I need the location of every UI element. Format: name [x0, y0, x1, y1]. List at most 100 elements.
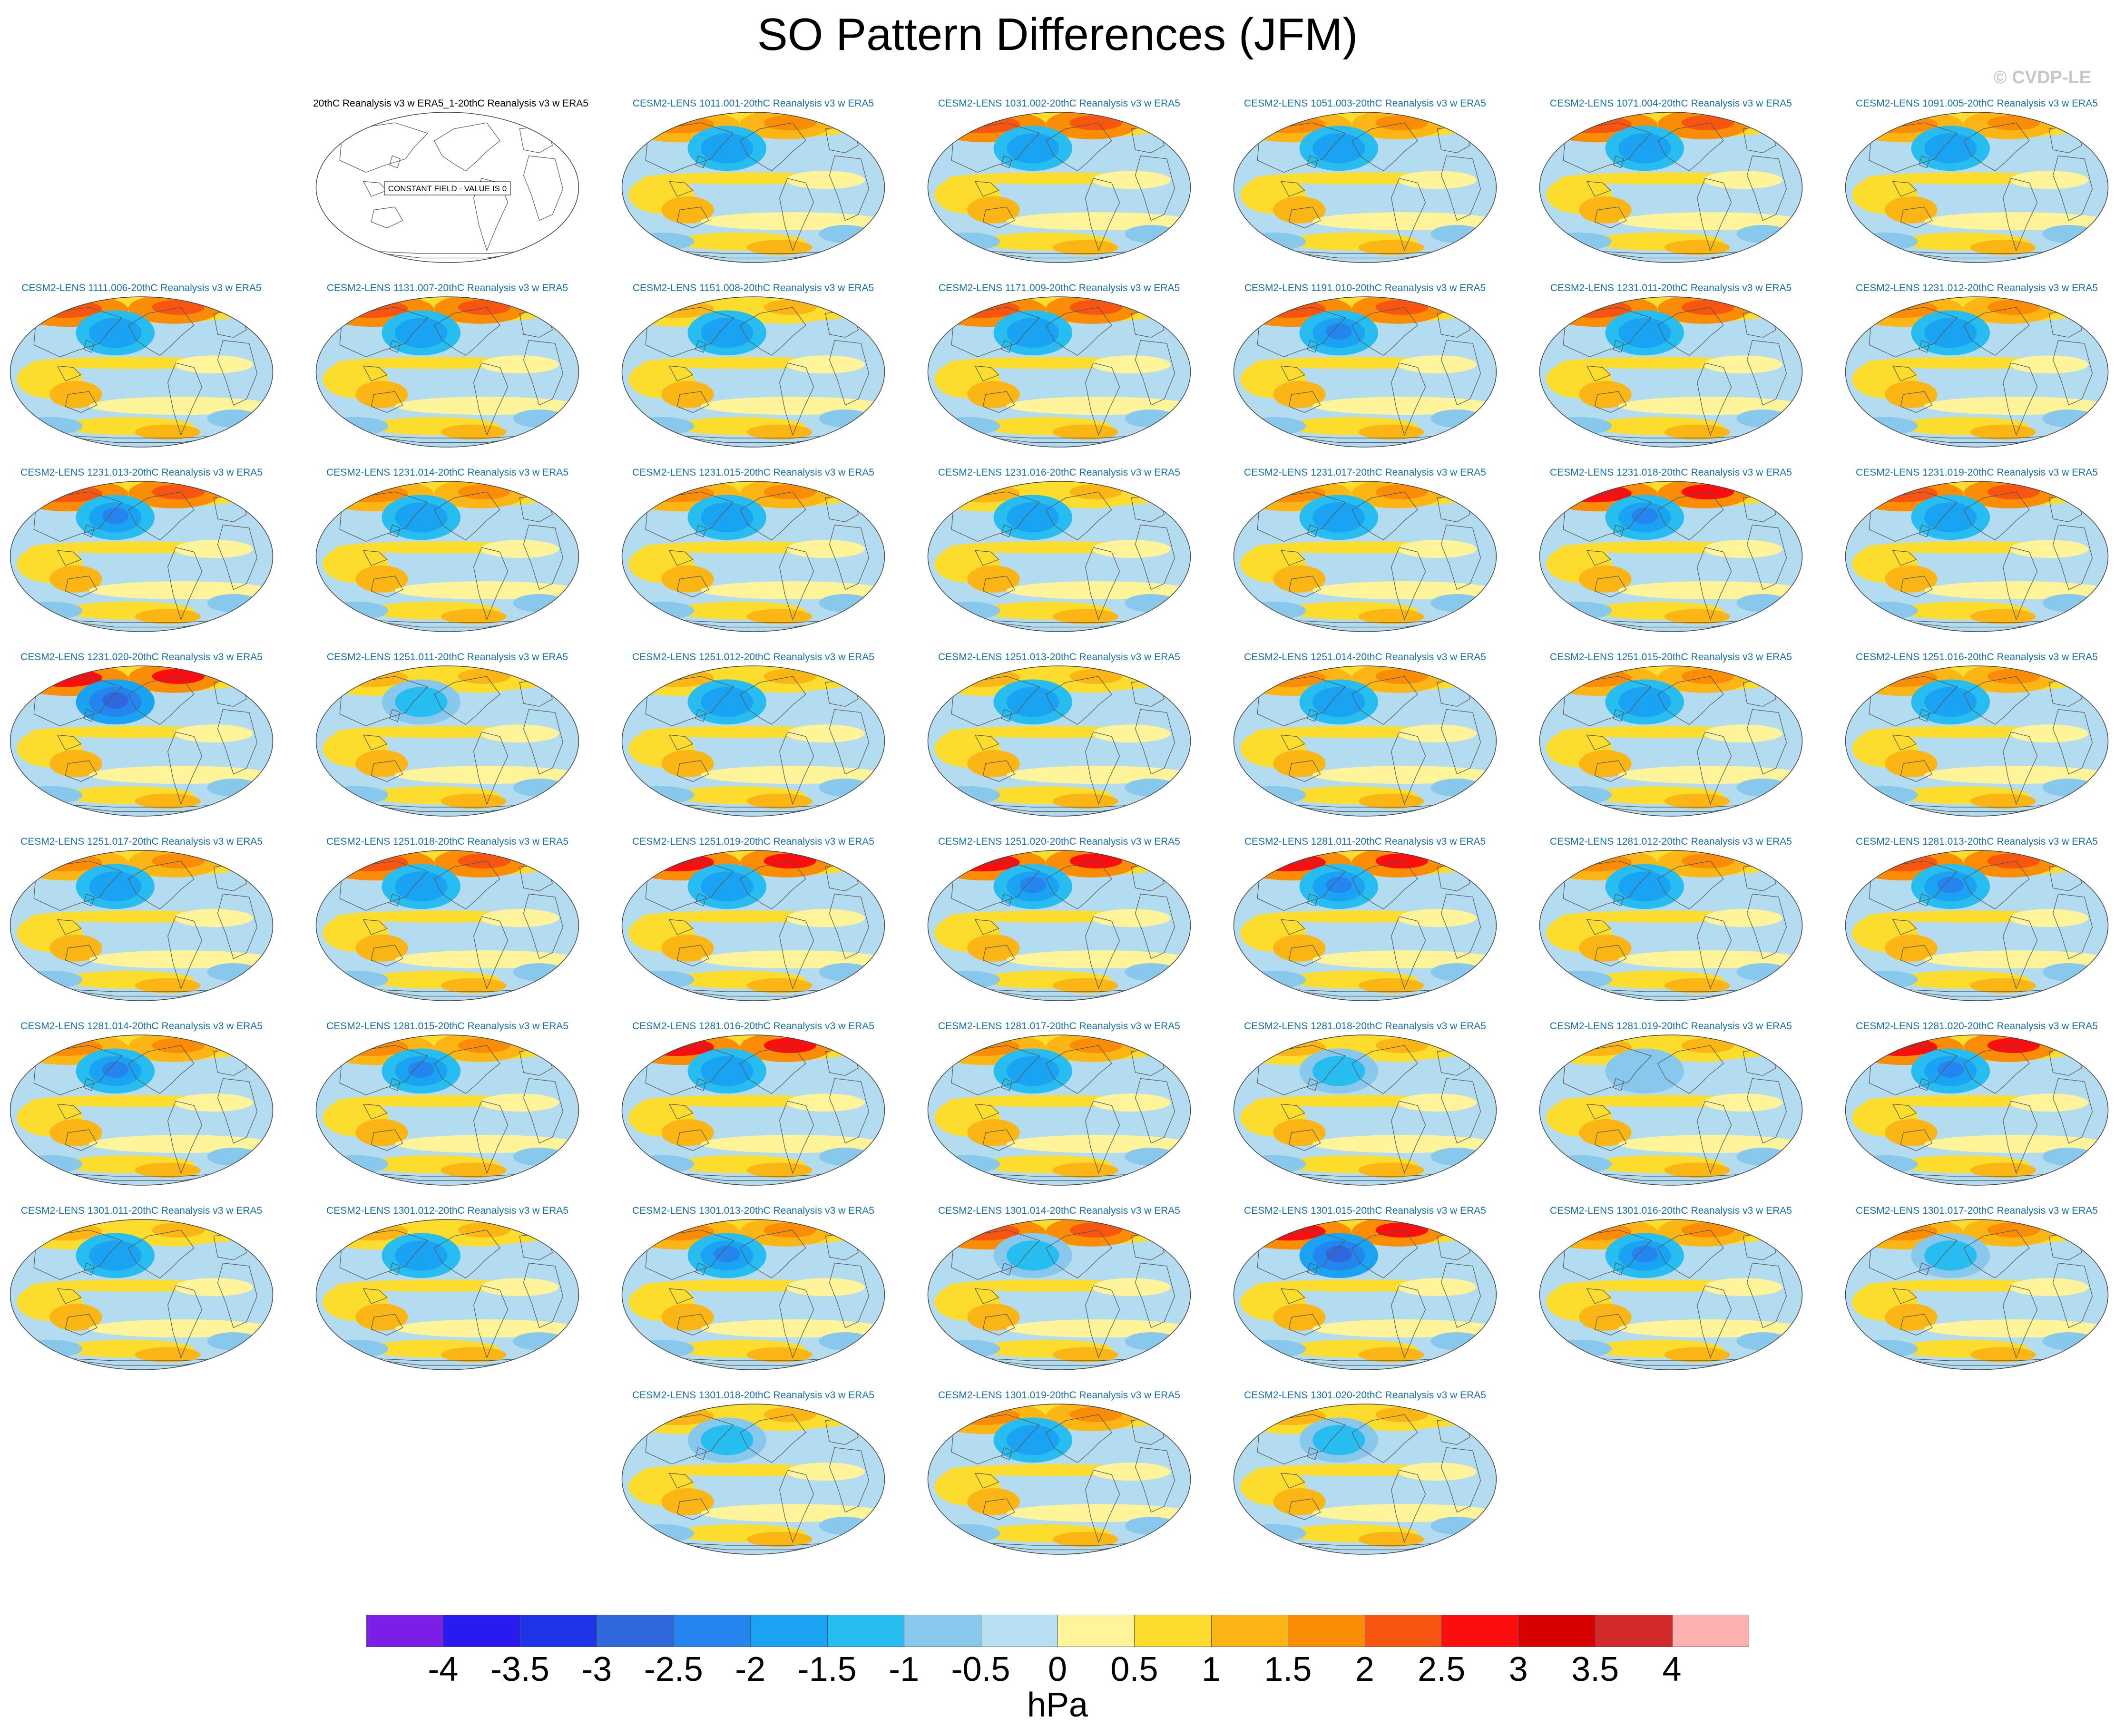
field-contour	[174, 724, 254, 743]
field-contour	[1052, 240, 1118, 255]
map-border	[927, 665, 1191, 817]
coastline	[1391, 731, 1426, 805]
map-plot	[621, 481, 885, 632]
map-plot	[315, 850, 579, 1001]
map-panel: CESM2-LENS 1251.014-20thC Reanalysis v3 …	[1231, 651, 1499, 820]
coastline	[371, 1129, 403, 1151]
coastline	[362, 734, 388, 751]
field-contour	[207, 410, 260, 428]
field-contour	[1987, 484, 2040, 499]
map-panel: CESM2-LENS 1231.016-20thC Reanalysis v3 …	[925, 467, 1194, 635]
coastline	[668, 550, 694, 566]
field-contour	[1092, 355, 1171, 374]
map-border	[315, 481, 579, 632]
coastline	[1440, 709, 1481, 775]
map-panel: CESM2-LENS 1281.014-20thC Reanalysis v3 …	[7, 1020, 276, 1189]
coastline	[1563, 1045, 1652, 1096]
field-contour	[102, 692, 128, 709]
coastline	[1892, 1288, 1917, 1304]
map-panel: CESM2-LENS 1091.005-20thC Reanalysis v3 …	[1842, 98, 2111, 266]
field-contour	[967, 1119, 1020, 1146]
coastline	[1257, 1229, 1346, 1280]
field-contour	[1704, 540, 1783, 558]
panel-title: CESM2-LENS 1231.018-20thC Reanalysis v3 …	[1550, 467, 1792, 478]
field-contour	[513, 1148, 566, 1166]
coastline	[83, 1078, 95, 1091]
coastline	[434, 1045, 500, 1094]
coastline	[1351, 1414, 1418, 1463]
map-panel: CESM2-LENS 1191.010-20thC Reanalysis v3 …	[1231, 282, 1499, 451]
field-contour	[967, 934, 1020, 962]
coastline	[645, 676, 734, 727]
colorbar-tick-label: -4	[428, 1650, 459, 1688]
coastline	[1697, 178, 1732, 252]
field-contour	[1704, 171, 1783, 189]
map-panel: CESM2-LENS 1231.018-20thC Reanalysis v3 …	[1537, 467, 1805, 635]
map-plot	[621, 296, 885, 448]
field-contour	[628, 1339, 695, 1358]
field-contour	[1970, 424, 2036, 440]
panel-title: CESM2-LENS 1031.002-20thC Reanalysis v3 …	[938, 98, 1180, 109]
field-contour	[135, 793, 201, 809]
field-contour	[1092, 540, 1171, 558]
panel-title: CESM2-LENS 1231.020-20thC Reanalysis v3 …	[20, 652, 263, 663]
field-contour	[49, 750, 102, 777]
field-contour	[408, 1061, 434, 1078]
field-contour	[1092, 724, 1171, 743]
map-panel: CESM2-LENS 1071.004-20thC Reanalysis v3 …	[1537, 98, 1805, 266]
field-contour	[1358, 424, 1424, 440]
map-border	[621, 112, 885, 263]
coastline	[1900, 1314, 1933, 1336]
field-contour	[746, 424, 813, 440]
field-contour	[49, 934, 102, 962]
map-plot	[10, 850, 274, 1001]
coastline	[1288, 206, 1321, 228]
field-contour	[786, 909, 865, 927]
map-border	[621, 1034, 885, 1186]
field-contour	[819, 1517, 871, 1535]
coastline	[1440, 155, 1481, 221]
field-contour	[135, 1347, 201, 1363]
coastline	[434, 1229, 500, 1278]
map-border	[1233, 112, 1497, 263]
coastline	[1657, 676, 1724, 725]
colorbar-swatch	[1672, 1615, 1749, 1647]
coastline	[1563, 676, 1652, 727]
coastline	[434, 122, 500, 171]
coastline	[473, 1285, 509, 1359]
field-contour	[1052, 609, 1118, 624]
field-contour	[1430, 594, 1483, 612]
coastline	[982, 391, 1015, 413]
coastline	[1001, 893, 1012, 907]
map-panel: CESM2-LENS 1231.019-20thC Reanalysis v3 …	[1842, 467, 2111, 635]
coastline	[1391, 1470, 1426, 1543]
coastline	[1280, 1103, 1305, 1120]
coastline	[982, 575, 1015, 597]
panel-title: CESM2-LENS 1301.014-20thC Reanalysis v3 …	[938, 1205, 1180, 1216]
field-contour	[628, 1524, 695, 1542]
colorbar-swatch	[1058, 1615, 1135, 1647]
field-contour	[1664, 424, 1730, 440]
field-contour	[49, 380, 102, 408]
map-plot	[10, 481, 274, 632]
coastline	[1892, 181, 1917, 197]
coastline	[829, 1447, 870, 1513]
panel-title: CESM2-LENS 1251.015-20thC Reanalysis v3 …	[1550, 652, 1792, 663]
map-border	[1233, 1404, 1497, 1555]
field-contour	[17, 786, 83, 804]
map-plot	[1233, 1404, 1497, 1555]
coastline	[1391, 178, 1426, 252]
coastline	[779, 362, 814, 436]
field-contour	[1273, 934, 1326, 962]
coastline	[1919, 155, 1930, 168]
field-contour	[102, 323, 128, 340]
field-contour	[1631, 507, 1658, 525]
field-contour	[323, 1339, 389, 1358]
field-contour	[1125, 963, 1177, 981]
field-contour	[323, 601, 389, 620]
coastline	[2052, 155, 2093, 221]
field-contour	[714, 323, 740, 340]
field-contour	[1970, 1347, 2036, 1363]
field-contour	[1430, 410, 1483, 428]
field-contour	[764, 300, 816, 315]
